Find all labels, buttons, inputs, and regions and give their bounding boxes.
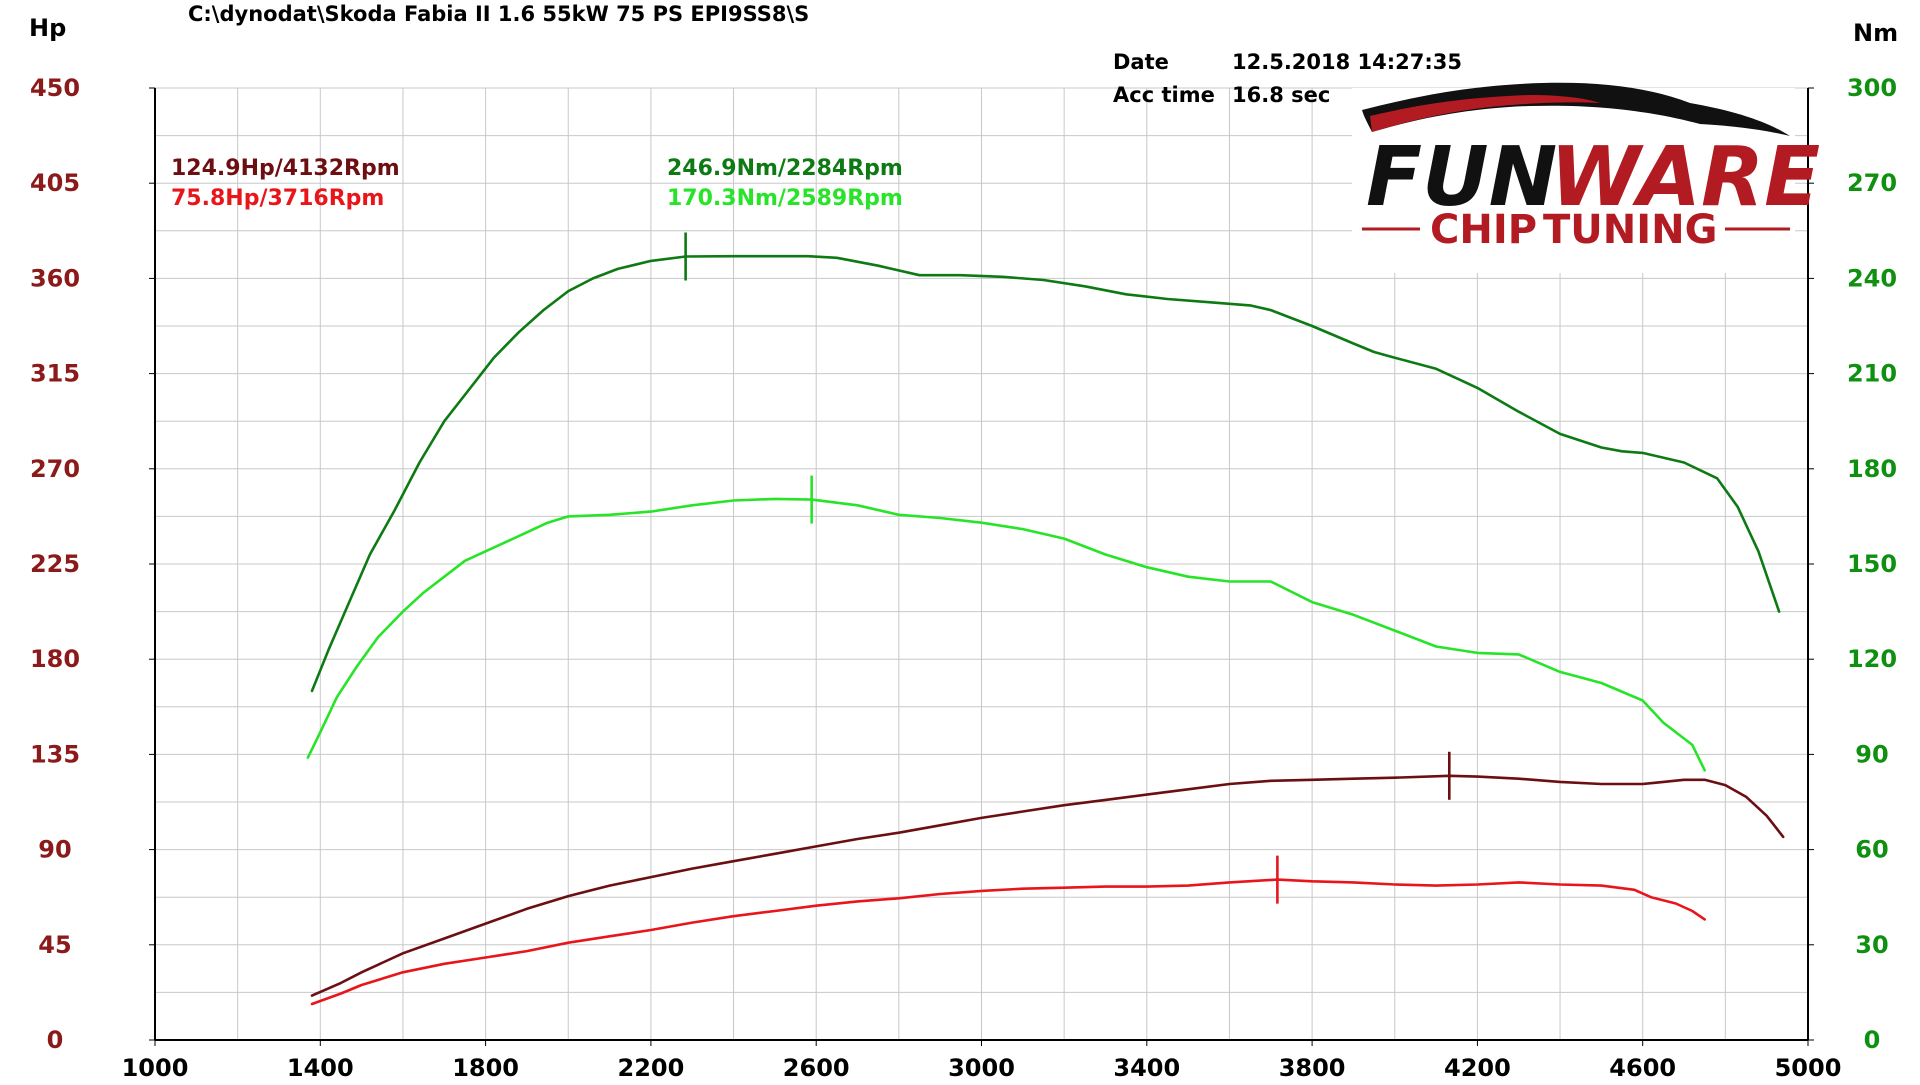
y-left-tick-label: 315: [30, 360, 80, 388]
x-tick-label: 5000: [1775, 1054, 1842, 1082]
x-tick-label: 3800: [1279, 1054, 1346, 1082]
y-left-tick-label: 270: [30, 455, 80, 483]
x-tick-label: 1000: [122, 1054, 189, 1082]
y-left-tick-label: 45: [38, 931, 71, 959]
file-path: C:\dynodat\Skoda Fabia II 1.6 55kW 75 PS…: [188, 2, 809, 26]
x-tick-label: 3400: [1113, 1054, 1180, 1082]
y-right-tick-label: 0: [1864, 1026, 1881, 1054]
y-left-tick-label: 90: [38, 836, 71, 864]
x-tick-label: 1800: [452, 1054, 519, 1082]
y-right-tick-label: 270: [1847, 169, 1897, 197]
series-group: [306, 254, 1785, 1006]
date-label: Date: [1113, 50, 1169, 74]
y-right-tick-label: 120: [1847, 645, 1897, 673]
y-right-tick-label: 90: [1855, 740, 1888, 768]
x-tick-label: 1400: [287, 1054, 354, 1082]
series-line-nm_tuned: [310, 254, 1781, 693]
y-right-tick-label: 60: [1855, 836, 1888, 864]
peak-markers: [684, 232, 1451, 904]
series-line-hp_stock: [310, 878, 1706, 1006]
peak-label-hp-stock: 75.8Hp/3716Rpm: [171, 186, 384, 211]
y-left-tick-label: 405: [30, 169, 80, 197]
car-silhouette-icon: [1362, 82, 1790, 136]
peak-label-hp-tuned: 124.9Hp/4132Rpm: [171, 156, 400, 181]
x-tick-label: 4600: [1609, 1054, 1676, 1082]
y-left-tick-label: 360: [30, 264, 80, 292]
y-right-tick-label: 180: [1847, 455, 1897, 483]
y-left-label: Hp: [29, 14, 66, 42]
y-left-tick-label: 135: [30, 740, 80, 768]
series-line-hp_tuned: [310, 774, 1785, 997]
x-tick-label: 2600: [783, 1054, 850, 1082]
funware-logo: FUN WARE CHIP TUNING: [1352, 82, 1820, 273]
peak-label-nm-stock: 170.3Nm/2589Rpm: [667, 186, 903, 211]
y-right-label: Nm: [1853, 19, 1898, 47]
y-left-tick-label: 0: [47, 1026, 64, 1054]
y-left-tick-label: 225: [30, 550, 80, 578]
peak-label-nm-tuned: 246.9Nm/2284Rpm: [667, 156, 903, 181]
y-right-tick-label: 30: [1855, 931, 1888, 959]
date-value: 12.5.2018 14:27:35: [1232, 50, 1462, 74]
acc-time-value: 16.8 sec: [1232, 83, 1330, 107]
x-tick-label: 4200: [1444, 1054, 1511, 1082]
y-right-tick-label: 150: [1847, 550, 1897, 578]
y-right-tick-label: 210: [1847, 360, 1897, 388]
tick-labels: 0 45 90 135 180 225 270 315 360 405 450 0 30 60 90 120 1…: [30, 74, 1897, 1082]
y-left-tick-label: 180: [30, 645, 80, 673]
acc-time-label: Acc time: [1113, 83, 1215, 107]
series-line-nm_stock: [306, 497, 1706, 772]
axes: [149, 87, 1814, 1046]
logo-fun: FUN: [1366, 130, 1557, 225]
logo-ware: WARE: [1550, 130, 1820, 225]
logo-chip: CHIP: [1430, 207, 1537, 253]
y-right-tick-label: 300: [1847, 74, 1897, 102]
y-left-tick-label: 450: [30, 74, 80, 102]
logo-tuning: TUNING: [1543, 207, 1717, 253]
x-tick-label: 3000: [948, 1054, 1015, 1082]
y-right-tick-label: 240: [1847, 264, 1897, 292]
x-tick-label: 2200: [618, 1054, 685, 1082]
